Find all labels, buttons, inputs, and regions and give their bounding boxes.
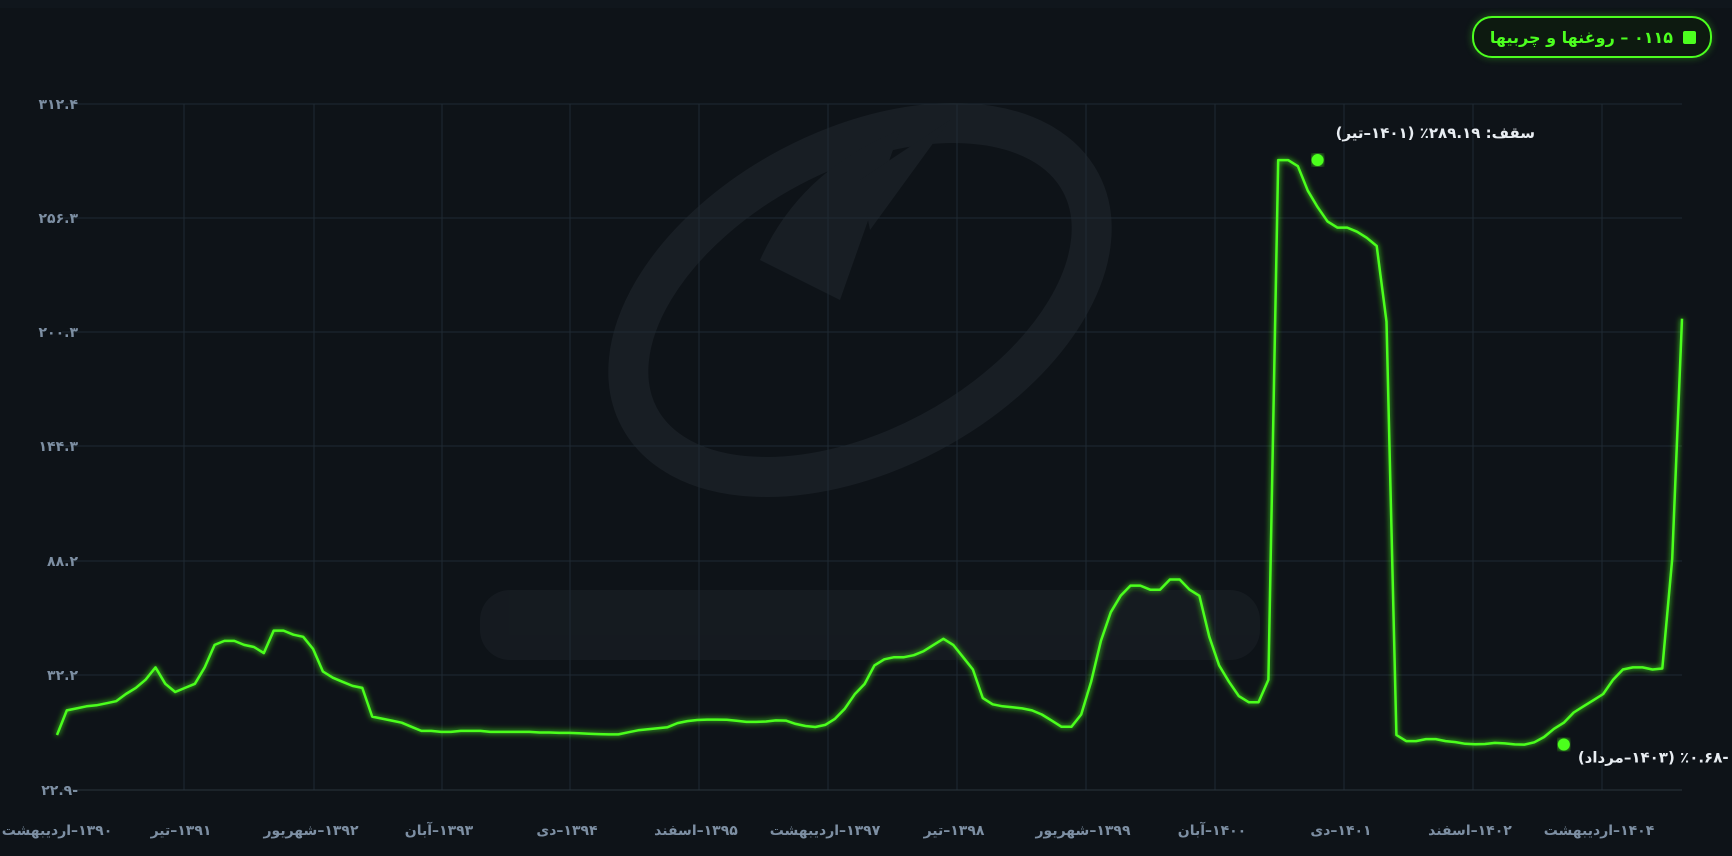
y-tick-label: ۸۸.۲ <box>47 554 78 570</box>
y-tick-label: ۲۰۰.۳ <box>39 325 79 341</box>
x-tick-label: ۱۳۹۳–آبان <box>405 821 474 839</box>
x-tick-label: ۱۴۰۴–اردیبهشت <box>1544 823 1655 839</box>
y-tick-label: ۳۲.۲ <box>47 668 78 684</box>
x-tick-label: ۱۳۹۹–شهریور <box>1035 823 1131 839</box>
annotation-label: کف: -۰.۶۸٪ (۱۴۰۳–مرداد) <box>1578 749 1732 767</box>
legend-label: ۰۱۱۵ – روغنها و چربیها <box>1489 27 1673 47</box>
x-tick-label: ۱۳۹۵–اسفند <box>654 823 738 839</box>
y-tick-label: ۲۵۶.۳ <box>39 211 79 227</box>
x-tick-label: ۱۳۹۸–تیر <box>923 823 985 839</box>
x-tick-label: ۱۴۰۰–آبان <box>1178 821 1246 839</box>
x-tick-label: ۱۴۰۱–دی <box>1310 823 1371 839</box>
annotation-label: سقف: ۲۸۹.۱۹٪ (۱۴۰۱–تیر) <box>1336 124 1535 142</box>
legend-chip[interactable]: ۰۱۱۵ – روغنها و چربیها <box>1471 16 1712 58</box>
y-tick-label: ۲۲.۹- <box>41 783 78 799</box>
legend-swatch-icon <box>1683 30 1696 44</box>
x-tick-label: ۱۳۹۲–شهریور <box>263 823 359 839</box>
watermark-logo <box>480 103 1260 660</box>
y-tick-label: ۱۴۴.۳ <box>39 439 79 455</box>
top-toolbar <box>0 0 1732 8</box>
y-tick-label: ۳۱۲.۴ <box>39 97 79 113</box>
series-line <box>55 158 1684 746</box>
x-tick-label: ۱۳۹۷–اردیبهشت <box>770 823 881 839</box>
x-tick-label: ۱۳۹۱–تیر <box>150 823 212 839</box>
x-tick-label: ۱۳۹۰–اردیبهشت <box>2 823 113 839</box>
x-tick-label: ۱۴۰۲–اسفند <box>1428 823 1512 839</box>
x-tick-label: ۱۳۹۴–دی <box>536 823 598 839</box>
annotation-marker <box>1557 738 1570 751</box>
annotation-marker <box>1311 154 1324 167</box>
